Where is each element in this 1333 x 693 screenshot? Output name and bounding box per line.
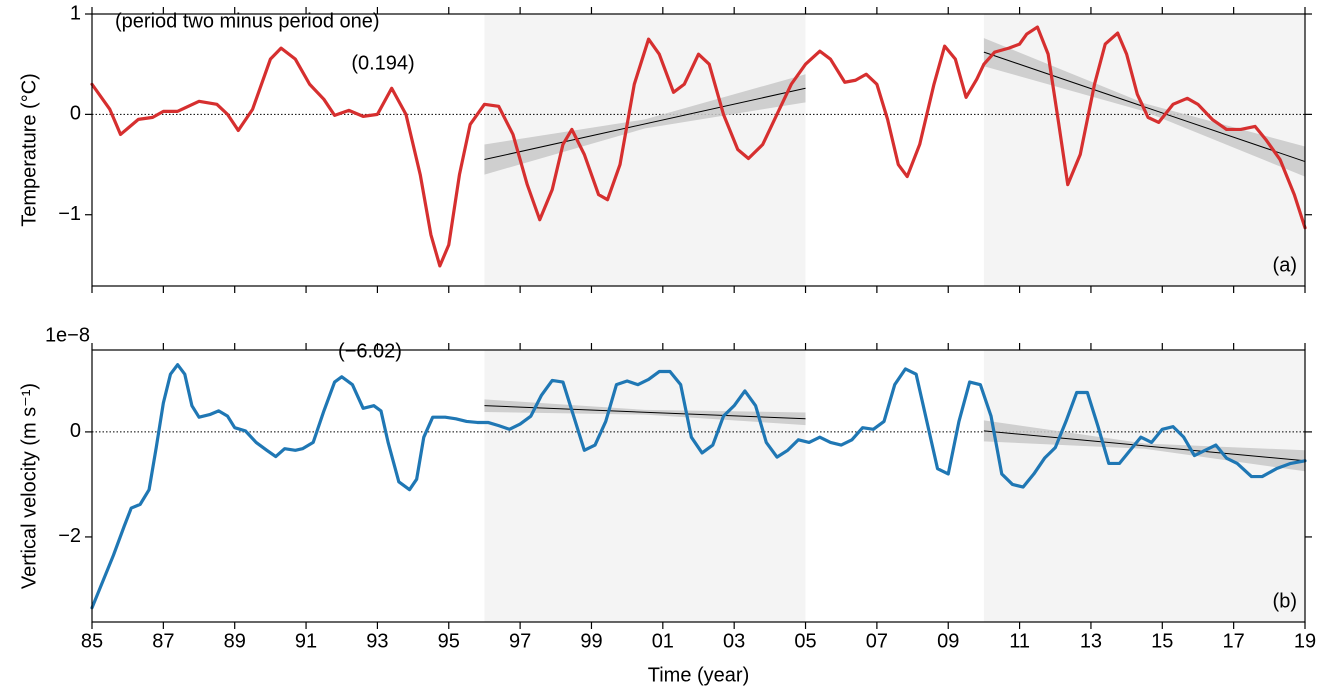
x-tick-label: 09 — [937, 630, 959, 652]
x-tick-label: 03 — [723, 630, 745, 652]
x-tick-label: 99 — [580, 630, 602, 652]
x-tick-label: 15 — [1151, 630, 1173, 652]
plot-frame — [91, 13, 1306, 287]
trend-line — [484, 405, 806, 420]
x-tick-label: 85 — [81, 630, 103, 652]
x-tick-label: 95 — [438, 630, 460, 652]
y-tick-label: 0 — [70, 420, 81, 442]
offset-label: 1e−8 — [45, 324, 90, 346]
x-tick-label: 17 — [1223, 630, 1245, 652]
y-axis-label: Vertical velocity (m s⁻¹) — [18, 383, 40, 589]
y-tick-label: 0 — [70, 103, 81, 125]
x-tick-label: 13 — [1080, 630, 1102, 652]
shaded-period — [484, 350, 806, 622]
x-axis-label: Time (year) — [648, 664, 749, 686]
panel-label: (b) — [1273, 590, 1297, 612]
annotation: (period two minus period one) — [115, 10, 380, 32]
panel-label: (a) — [1273, 254, 1297, 276]
y-tick-label: 1 — [70, 2, 81, 24]
x-tick-label: 97 — [509, 630, 531, 652]
annotation: (−6.02) — [338, 340, 402, 362]
annotation: (0.194) — [351, 52, 414, 74]
x-tick-label: 89 — [224, 630, 246, 652]
trend-line — [484, 87, 806, 161]
data-line — [90, 25, 1307, 268]
data-line — [90, 363, 1307, 610]
shaded-period — [983, 350, 1305, 622]
y-tick-label: −1 — [58, 203, 81, 225]
trend-line — [983, 430, 1306, 462]
x-tick-label: 05 — [794, 630, 816, 652]
x-tick-label: 91 — [295, 630, 317, 652]
x-tick-label: 19 — [1294, 630, 1316, 652]
x-tick-label: 11 — [1009, 630, 1030, 652]
x-tick-label: 07 — [866, 630, 888, 652]
plot-frame — [91, 349, 1306, 623]
y-tick-label: −2 — [58, 525, 81, 547]
x-tick-label: 87 — [152, 630, 174, 652]
x-tick-label: 01 — [652, 630, 674, 652]
y-axis-label: Temperature (°C) — [18, 73, 40, 227]
x-tick-label: 93 — [366, 630, 388, 652]
